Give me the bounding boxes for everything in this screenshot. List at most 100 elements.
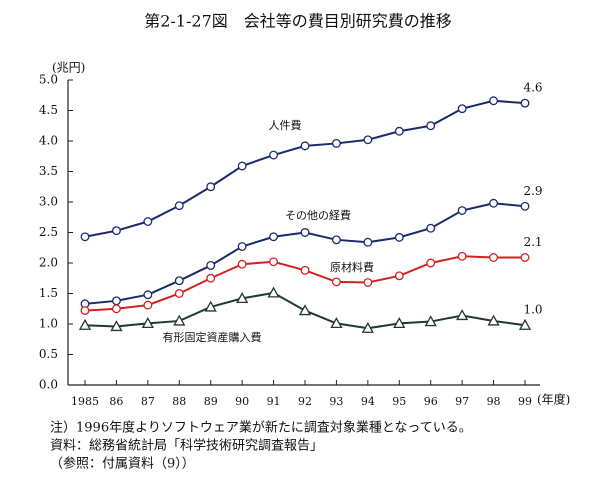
point	[174, 276, 184, 286]
point	[331, 277, 341, 287]
y-tick-label: 0.5	[39, 347, 58, 361]
point	[300, 228, 310, 237]
point	[361, 321, 374, 333]
point	[394, 126, 404, 136]
x-unit: (年度)	[537, 392, 570, 407]
point	[300, 265, 310, 275]
series-name: 原材料費	[330, 260, 374, 274]
point	[204, 300, 217, 312]
point	[111, 226, 121, 236]
x-tick-label: 90	[235, 395, 249, 408]
series-name: 有形固定資産購入費	[163, 330, 262, 344]
y-tick-label: 5.0	[39, 73, 58, 87]
point	[394, 232, 404, 242]
point	[426, 121, 436, 131]
point	[394, 271, 404, 281]
point	[237, 259, 247, 269]
point	[331, 235, 341, 245]
point	[363, 278, 373, 287]
y-tick-label: 1.5	[39, 286, 58, 300]
x-tick-label: 93	[329, 395, 343, 408]
data-label: 4.6	[523, 81, 542, 95]
y-tick-label: 2.0	[39, 256, 58, 270]
x-tick-label: 97	[455, 395, 469, 408]
point	[363, 135, 373, 145]
point	[457, 104, 467, 114]
y-unit: (兆円)	[52, 61, 85, 75]
y-tick-label: 3.0	[39, 195, 58, 209]
x-tick-label: 95	[392, 395, 406, 408]
chart-title: 第2-1-27図 会社等の費目別研究費の推移	[144, 12, 452, 31]
x-tick-label: 91	[267, 395, 281, 408]
point	[520, 201, 530, 211]
point	[174, 201, 184, 211]
point	[393, 317, 406, 329]
point	[487, 314, 500, 326]
point	[267, 286, 280, 298]
point	[520, 98, 530, 108]
point	[173, 314, 186, 326]
y-tick-label: 4.0	[39, 134, 58, 148]
x-tick-label: 86	[109, 395, 123, 408]
point	[206, 273, 216, 283]
note: 注）1996年度よりソフトウェア業が新たに調査対象業種となっている。	[50, 420, 472, 436]
point	[236, 292, 249, 304]
point	[331, 138, 341, 148]
y-tick-label: 4.5	[39, 103, 58, 117]
y-tick-label: 0.0	[39, 378, 58, 392]
point	[489, 96, 499, 106]
point	[426, 258, 436, 268]
data-label: 2.9	[523, 184, 542, 198]
point	[269, 232, 279, 242]
data-label: 1.0	[523, 303, 542, 317]
x-tick-label: 92	[298, 395, 312, 408]
point	[269, 257, 279, 267]
x-tick-label: 88	[172, 395, 186, 408]
point	[174, 289, 184, 298]
x-tick-label: 96	[424, 395, 438, 408]
point	[111, 304, 121, 314]
point	[206, 260, 216, 270]
x-tick-label: 99	[518, 395, 532, 408]
point	[237, 242, 247, 251]
y-tick-label: 2.5	[39, 225, 58, 239]
point	[298, 304, 312, 316]
y-tick-label: 1.0	[39, 317, 58, 331]
point	[110, 320, 123, 332]
data-label: 2.1	[523, 235, 542, 249]
point	[300, 141, 310, 151]
note: （参照：付属資料（9））	[50, 456, 195, 472]
y-tick-label: 3.5	[39, 164, 58, 178]
x-tick-label: 98	[487, 395, 501, 408]
point	[80, 232, 90, 242]
point	[424, 315, 437, 327]
series-name: 人件費	[269, 118, 302, 132]
point	[457, 251, 467, 261]
note: 資料：総務省統計局「科学技術研究調査報告」	[50, 438, 323, 454]
point	[330, 317, 343, 329]
point	[143, 290, 153, 300]
x-tick-label: 94	[361, 395, 375, 408]
point	[143, 217, 153, 226]
point	[456, 309, 469, 321]
point	[143, 300, 153, 310]
point	[489, 198, 499, 208]
point	[489, 253, 499, 262]
point	[78, 318, 92, 330]
point	[520, 253, 530, 262]
x-tick-label: 89	[204, 395, 218, 408]
x-tick-label: 1985	[71, 395, 99, 408]
point	[363, 237, 373, 247]
point	[426, 223, 436, 233]
series-name: その他の経費	[285, 208, 351, 222]
point	[141, 317, 154, 329]
point	[237, 161, 247, 171]
point	[518, 318, 532, 330]
point	[269, 150, 279, 160]
point	[111, 296, 121, 306]
x-tick-label: 87	[141, 395, 155, 408]
point	[457, 206, 467, 215]
point	[206, 182, 216, 192]
point	[80, 306, 90, 316]
